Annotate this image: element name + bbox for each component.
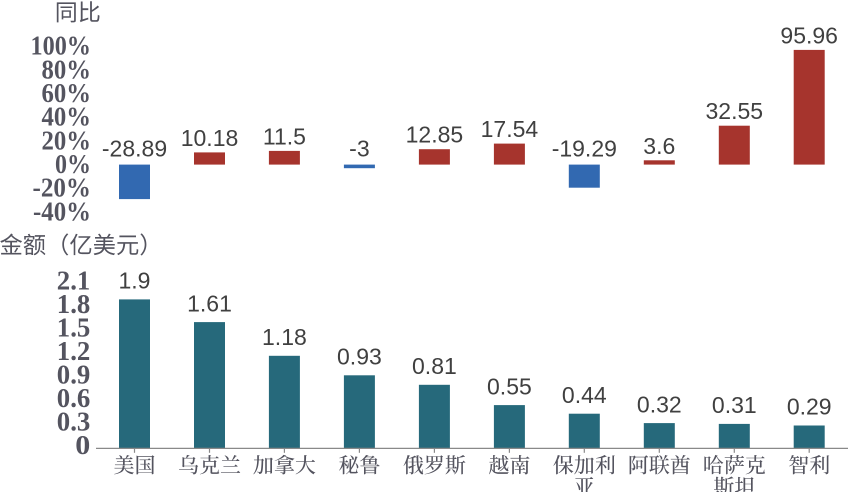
svg-text:3.6: 3.6 [643, 133, 675, 159]
svg-text:-19.29: -19.29 [552, 136, 617, 162]
svg-text:-40%: -40% [33, 196, 91, 226]
svg-text:100%: 100% [31, 31, 92, 61]
svg-text:10.18: 10.18 [181, 125, 239, 151]
svg-text:0.29: 0.29 [787, 394, 832, 420]
svg-text:0.3: 0.3 [57, 406, 91, 436]
svg-text:95.96: 95.96 [780, 22, 838, 48]
svg-text:0.81: 0.81 [412, 353, 457, 379]
svg-text:1.61: 1.61 [187, 290, 232, 316]
svg-text:0.6: 0.6 [57, 383, 91, 413]
svg-text:60%: 60% [42, 78, 92, 108]
svg-text:0.32: 0.32 [637, 391, 682, 417]
svg-text:20%: 20% [42, 125, 92, 155]
svg-text:0%: 0% [55, 149, 91, 179]
svg-text:12.85: 12.85 [406, 122, 464, 148]
svg-text:17.54: 17.54 [481, 116, 539, 142]
svg-text:1.2: 1.2 [57, 336, 91, 366]
svg-text:11.5: 11.5 [263, 123, 306, 149]
svg-text:32.55: 32.55 [706, 98, 764, 124]
svg-text:40%: 40% [42, 102, 92, 132]
svg-text:1.18: 1.18 [262, 324, 307, 350]
svg-text:0.31: 0.31 [712, 392, 757, 418]
svg-text:0.55: 0.55 [487, 373, 532, 399]
svg-text:80%: 80% [42, 54, 92, 84]
svg-text:1.9: 1.9 [119, 268, 151, 294]
svg-text:2.1: 2.1 [57, 265, 91, 295]
svg-text:1.5: 1.5 [57, 312, 91, 342]
svg-text:0: 0 [75, 430, 90, 460]
svg-text:0.9: 0.9 [57, 359, 91, 389]
svg-text:-20%: -20% [33, 173, 92, 203]
svg-text:-28.89: -28.89 [102, 136, 167, 162]
svg-text:0.44: 0.44 [562, 382, 607, 408]
svg-text:0.93: 0.93 [337, 344, 382, 370]
svg-text:1.8: 1.8 [57, 289, 91, 319]
svg-text:-3: -3 [349, 136, 369, 162]
